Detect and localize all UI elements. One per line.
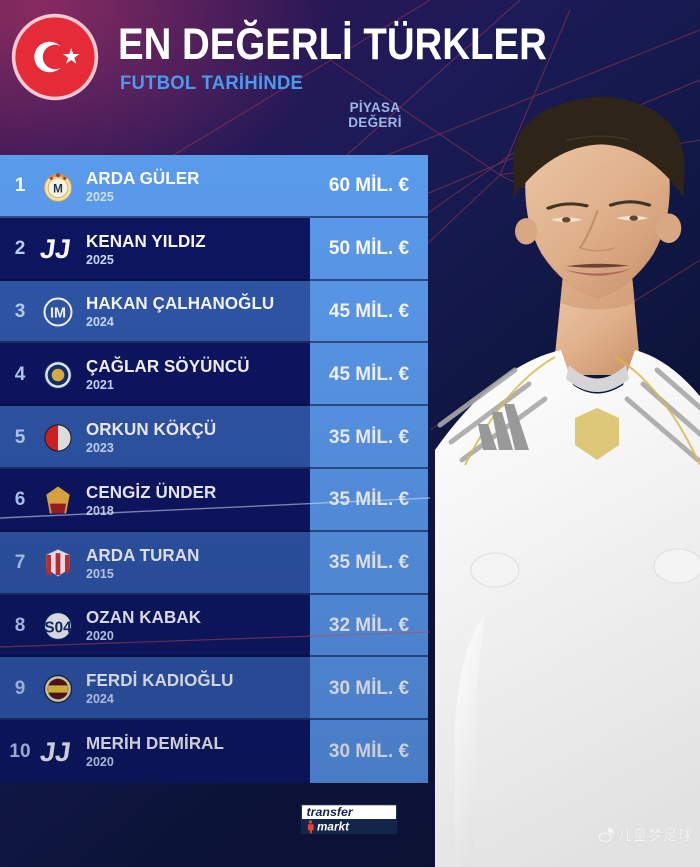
svg-text:JJ: JJ — [40, 233, 73, 264]
svg-text:S04: S04 — [44, 619, 72, 636]
svg-text:JJ: JJ — [40, 736, 73, 767]
svg-text:transfer: transfer — [307, 805, 354, 819]
svg-text:IM: IM — [50, 305, 66, 321]
svg-text:markt: markt — [317, 820, 350, 833]
svg-text:M: M — [53, 183, 63, 196]
